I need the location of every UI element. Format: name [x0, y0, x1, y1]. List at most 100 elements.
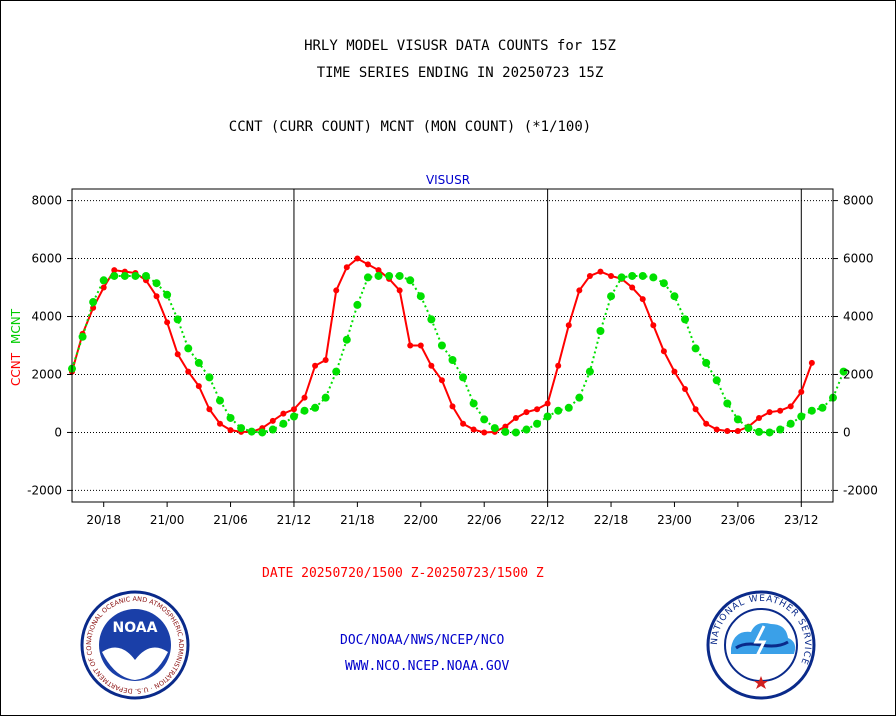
series-point-mcnt [755, 427, 764, 436]
series-point-mcnt [448, 355, 457, 364]
y-tick-label-left: 8000 [31, 194, 62, 208]
series-line-mcnt [71, 274, 845, 434]
y-axis-label-mcnt: MCNT [9, 308, 23, 344]
series-point-ccnt [396, 287, 403, 294]
x-tick-label: 22/12 [530, 513, 565, 527]
series-point-ccnt [608, 272, 615, 279]
series-point-mcnt [543, 412, 552, 421]
series-point-ccnt [417, 342, 424, 349]
series-point-mcnt [374, 271, 383, 280]
date-range-label: DATE 20250720/1500 Z-20250723/1500 Z [262, 566, 544, 581]
series-point-ccnt [629, 284, 636, 291]
y-tick-label-right: -2000 [843, 483, 878, 497]
series-point-ccnt [512, 414, 519, 421]
series-point-ccnt [301, 394, 308, 401]
series-point-mcnt [279, 419, 288, 428]
series-point-mcnt [607, 292, 616, 301]
series-point-ccnt [280, 410, 287, 417]
series-point-mcnt [300, 406, 309, 415]
series-point-mcnt [173, 315, 182, 324]
series-point-ccnt [269, 417, 276, 424]
series-point-mcnt [385, 271, 394, 280]
series-point-ccnt [734, 427, 741, 434]
x-tick-label: 23/12 [784, 513, 819, 527]
series-point-ccnt [523, 409, 530, 416]
series-point-mcnt [818, 403, 827, 412]
series-point-ccnt [449, 403, 456, 410]
x-tick-label: 21/18 [340, 513, 375, 527]
series-point-mcnt [765, 428, 774, 437]
chart-main-title: HRLY MODEL VISUSR DATA COUNTS for 15Z [304, 38, 616, 54]
x-tick-label: 21/00 [150, 513, 185, 527]
x-tick-label: 21/06 [213, 513, 248, 527]
series-point-mcnt [78, 332, 87, 341]
series-point-mcnt [522, 425, 531, 434]
series-point-ccnt [756, 414, 763, 421]
series-point-mcnt [110, 271, 119, 280]
series-point-ccnt [502, 423, 509, 430]
series-point-mcnt [395, 271, 404, 280]
org-url-link[interactable]: WWW.NCO.NCEP.NOAA.GOV [345, 659, 510, 674]
series-point-ccnt [597, 268, 604, 275]
series-point-mcnt [353, 300, 362, 309]
series-point-mcnt [807, 406, 816, 415]
series-point-ccnt [343, 264, 350, 271]
series-point-mcnt [659, 279, 668, 288]
series-point-ccnt [111, 267, 118, 274]
plot-title: VISUSR [426, 173, 470, 187]
series-point-ccnt [333, 287, 340, 294]
series-point-ccnt [481, 429, 488, 436]
series-point-ccnt [703, 420, 710, 427]
nws-star-icon [754, 676, 768, 689]
series-point-mcnt [649, 273, 658, 282]
series-point-ccnt [438, 377, 445, 384]
series-point-mcnt [670, 292, 679, 301]
series-point-mcnt [628, 271, 637, 280]
series-point-mcnt [120, 271, 129, 280]
series-point-ccnt [185, 368, 192, 375]
series-point-ccnt [534, 406, 541, 413]
series-point-mcnt [744, 424, 753, 433]
x-tick-label: 23/06 [721, 513, 756, 527]
series-point-mcnt [215, 396, 224, 405]
x-tick-label: 22/06 [467, 513, 502, 527]
series-point-ccnt [206, 406, 213, 413]
day-boundary-layer [293, 189, 802, 502]
series-point-mcnt [363, 273, 372, 282]
series-point-ccnt [312, 362, 319, 369]
series-point-mcnt [511, 428, 520, 437]
series-point-ccnt [787, 403, 794, 410]
series-point-mcnt [776, 425, 785, 434]
series-point-ccnt [428, 362, 435, 369]
series-point-ccnt [290, 406, 297, 413]
series-point-mcnt [786, 419, 795, 428]
series-point-mcnt [163, 290, 172, 299]
series-point-ccnt [777, 407, 784, 414]
y-tick-label-left: 6000 [31, 252, 62, 266]
series-point-mcnt [131, 271, 140, 280]
nws-logo: NATIONAL WEATHER SERVICE [706, 590, 816, 700]
series-point-mcnt [617, 273, 626, 282]
series-point-ccnt [375, 267, 382, 274]
x-tick-label: 22/18 [594, 513, 629, 527]
series-point-mcnt [406, 276, 415, 285]
series-point-ccnt [586, 272, 593, 279]
y-tick-label-right: 8000 [843, 194, 874, 208]
series-point-ccnt [713, 426, 720, 433]
y-tick-label-left: -2000 [27, 483, 62, 497]
series-point-ccnt [565, 322, 572, 329]
series-point-mcnt [681, 315, 690, 324]
series-point-ccnt [216, 420, 223, 427]
series-point-ccnt [639, 296, 646, 303]
org-path-label: DOC/NOAA/NWS/NCEP/NCO [340, 633, 505, 648]
axis-label-layer: -2000 -2000 0 0 2000 2000 4000 4000 6000 6000 8000… [27, 194, 878, 527]
plot-frame [71, 188, 834, 503]
series-point-ccnt [682, 385, 689, 392]
chart-subtitle: TIME SERIES ENDING IN 20250723 15Z [316, 65, 604, 81]
series-point-mcnt [427, 315, 436, 324]
series-point-mcnt [226, 413, 235, 422]
series-point-ccnt [470, 426, 477, 433]
series-point-ccnt [544, 400, 551, 407]
series-point-mcnt [638, 271, 647, 280]
series-point-ccnt [808, 359, 815, 366]
